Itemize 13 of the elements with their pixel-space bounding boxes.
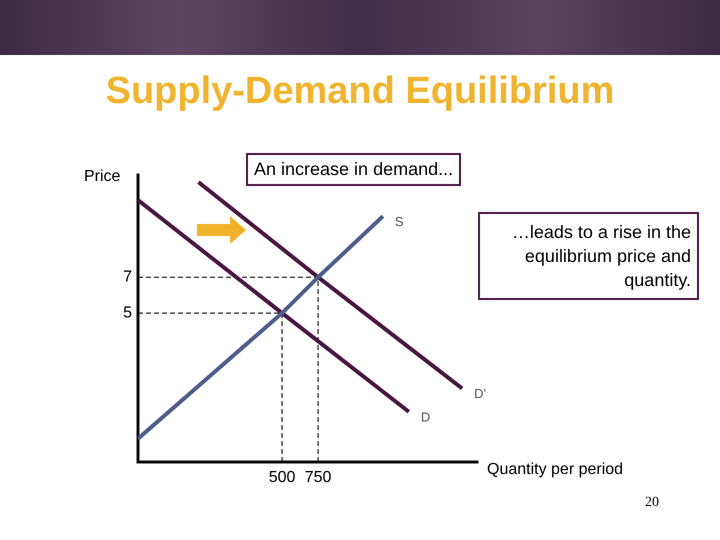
text: …leads to a rise in the equilibrium price and quantity. <box>478 212 699 300</box>
y-tick-label: 5 <box>123 304 132 322</box>
x-tick-label: 750 <box>304 469 332 486</box>
x-tick-label: 500 <box>268 469 296 486</box>
series-label: S <box>394 214 404 229</box>
text: 20 <box>645 495 659 511</box>
annotation: An increase in demand... <box>246 153 462 186</box>
y-axis-title: Price <box>84 168 120 186</box>
series-label: D <box>420 409 430 424</box>
chart-title: Supply-Demand Equilibrium <box>104 70 616 113</box>
x-axis-title: Quantity per period <box>487 461 624 479</box>
y-tick-label: 7 <box>123 268 132 286</box>
series-label: D' <box>474 386 486 402</box>
